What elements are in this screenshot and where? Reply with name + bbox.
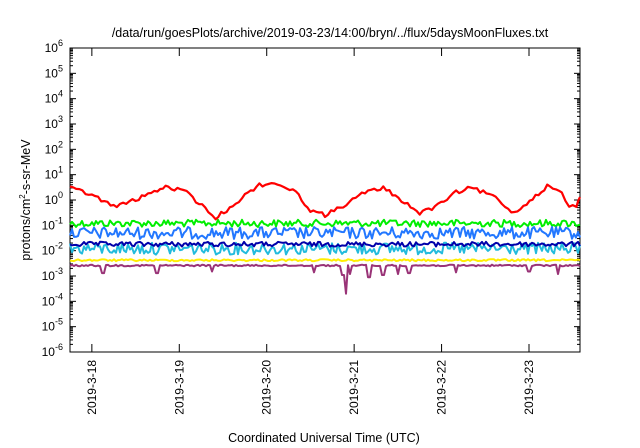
x-tick-label: 2019-3-23 <box>522 360 536 415</box>
series-line <box>69 263 581 295</box>
chart-title: /data/run/goesPlots/archive/2019-03-23/1… <box>112 26 549 40</box>
series-line <box>69 182 581 221</box>
y-tick-label: 104 <box>45 89 63 106</box>
plot-frame <box>69 47 581 353</box>
x-tick-label: 2019-3-19 <box>172 360 186 415</box>
series-line <box>69 241 581 256</box>
y-tick-label: 10-4 <box>42 291 63 308</box>
y-axis: 10-6 10-5 10-4 10-3 10-2 10-1 100 101 102 103 104 1… <box>42 38 580 359</box>
y-tick-label: 103 <box>45 114 63 131</box>
series-line <box>69 240 581 248</box>
y-tick-label: 101 <box>45 165 63 182</box>
x-axis: 2019-3-18 2019-3-19 2019-3-20 2019-3-21 2019… <box>85 48 536 415</box>
y-tick-label: 10-5 <box>42 317 63 334</box>
x-tick-label: 2019-3-18 <box>85 360 99 415</box>
y-tick-label: 106 <box>45 38 63 55</box>
y-tick-label: 10-3 <box>42 266 63 283</box>
y-tick-label: 102 <box>45 139 63 156</box>
series-line <box>69 258 581 263</box>
y-tick-label: 10-2 <box>42 241 63 258</box>
y-tick-label: 100 <box>45 190 63 207</box>
x-axis-label: Coordinated Universal Time (UTC) <box>228 431 420 445</box>
y-axis-label: protons/cm2-s-sr-MeV <box>18 139 33 261</box>
x-tick-label: 2019-3-20 <box>260 360 274 415</box>
x-tick-label: 2019-3-21 <box>347 360 361 415</box>
x-tick-label: 2019-3-22 <box>435 360 449 415</box>
series-line <box>69 218 581 228</box>
series-layer <box>69 182 581 295</box>
y-tick-label: 10-6 <box>42 342 63 359</box>
y-tick-label: 105 <box>45 63 63 80</box>
y-tick-label: 10-1 <box>42 215 63 232</box>
series-line <box>69 226 581 240</box>
